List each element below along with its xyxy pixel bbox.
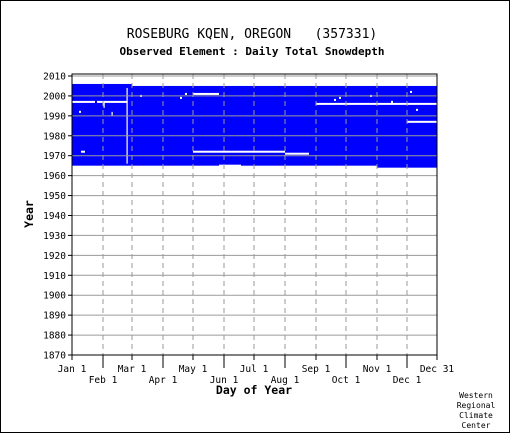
y-tick-label: 1930 [43,231,66,242]
y-tick-label: 1970 [43,151,66,162]
missing-tick [111,111,113,116]
missing-segment [219,164,241,167]
missing-segment [254,150,285,153]
x-tick-label: Dec 1 [393,375,422,386]
x-tick-label: Sep 1 [302,364,331,375]
missing-segment [346,166,377,169]
missing-segment [285,152,309,155]
x-tick-label: Nov 1 [363,364,392,375]
chart-subtitle: Observed Element : Daily Total Snowdepth [120,45,385,58]
missing-segment [97,100,127,103]
x-tick-label: May 1 [179,364,208,375]
y-tick-label: 1940 [43,211,66,222]
credit-line: Regional [457,401,496,410]
missing-segment [407,120,437,123]
coverage-block [377,85,437,168]
x-tick-label: Oct 1 [332,375,361,386]
y-tick-label: 2000 [43,91,66,102]
chart-title: ROSEBURG KQEN, OREGON (357331) [127,27,377,42]
missing-segment [72,100,95,103]
y-axis-label: Year [22,200,36,228]
y-tick-label: 1870 [43,351,66,362]
credit-line: Climate [459,411,493,420]
missing-tick [103,101,105,108]
y-tick-label: 1980 [43,131,66,142]
x-tick-layer: Jan 1 Mar 1 May 1 Jul 1 Sep 1 Nov 1 Dec 31 Feb … [58,355,455,386]
y-tick-label: 2010 [43,71,66,82]
missing-dot [180,96,182,99]
missing-dot [339,96,341,99]
y-tick-label: 1890 [43,311,66,322]
missing-segment [193,92,219,95]
missing-dot [391,100,393,103]
y-tick-label: 1960 [43,171,66,182]
credit-line: Center [462,421,491,430]
missing-dot [185,92,187,95]
missing-dot [416,108,418,111]
y-tick-label: 1880 [43,331,66,342]
x-tick-label: Jun 1 [210,375,239,386]
x-tick-label: Mar 1 [118,364,147,375]
coverage-block [316,85,377,166]
y-tick-label: 1990 [43,111,66,122]
x-tick-label: Dec 31 [420,364,455,375]
missing-segment [81,150,85,153]
missing-dot [410,90,412,93]
missing-segment [193,150,254,153]
grid-layer [72,74,437,356]
x-axis-label: Day of Year [216,383,292,397]
x-tick-label: Jan 1 [58,364,87,375]
x-tick-label: Apr 1 [149,375,178,386]
x-tick-label: Feb 1 [89,375,118,386]
y-tick-label: 1920 [43,251,66,262]
x-tick-label: Jul 1 [240,364,269,375]
y-tick-label: 1900 [43,291,66,302]
x-tick-label: Aug 1 [271,375,300,386]
missing-dot [79,110,81,113]
credit-line: Western [459,391,493,400]
missing-dot [334,98,336,101]
missing-tick [126,87,128,164]
credit-block: Western Regional Climate Center [457,391,496,430]
y-tick-label: 1910 [43,271,66,282]
data-layer [72,83,437,169]
y-tick-layer: 1870 1880 1890 1900 1910 1920 1930 1940 1950 1960… [43,71,72,362]
y-tick-label: 1950 [43,191,66,202]
